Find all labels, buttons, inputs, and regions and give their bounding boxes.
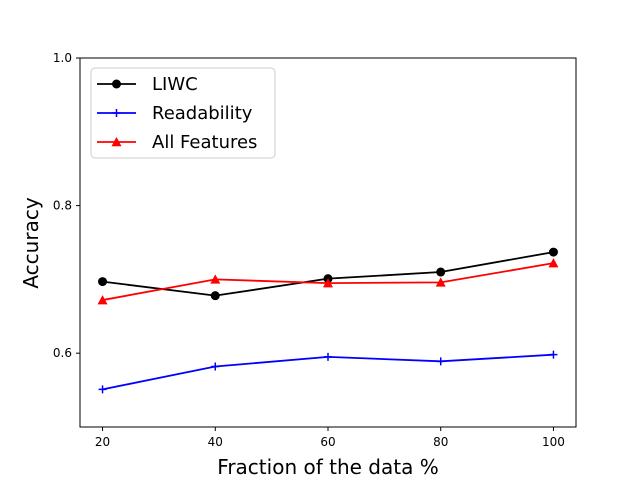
axes-layer: 20 40 60 80 100 0.6 0.8 1.0 — [53, 51, 565, 449]
x-axis-title: Fraction of the data % — [217, 455, 438, 479]
series-layer — [97, 247, 559, 394]
legend-label: Readability — [152, 103, 253, 124]
data-point — [549, 350, 558, 359]
legend: LIWC Readability All Features — [90, 67, 276, 159]
y-tick-label: 0.6 — [53, 346, 72, 360]
data-point — [210, 291, 220, 301]
data-point — [435, 277, 446, 287]
x-tick-label: 80 — [433, 435, 448, 449]
data-point — [323, 278, 333, 288]
y-tick-label: 0.8 — [53, 199, 72, 213]
data-point — [324, 352, 332, 361]
y-axis-title: Accuracy — [19, 197, 43, 288]
x-tick-label: 100 — [542, 435, 565, 449]
data-point — [548, 247, 558, 257]
data-point — [97, 295, 108, 305]
y-tick-label: 1.0 — [53, 51, 72, 65]
x-tick-label: 40 — [208, 435, 223, 449]
data-point — [211, 362, 220, 371]
data-point — [210, 274, 221, 284]
data-point — [98, 277, 108, 287]
series-all-features — [97, 258, 559, 305]
data-point — [548, 258, 559, 268]
legend-label: All Features — [152, 132, 257, 153]
legend-marker — [112, 109, 121, 117]
data-point — [98, 385, 107, 394]
legend-box — [90, 67, 276, 159]
legend-label: LIWC — [152, 74, 198, 95]
legend-item: LIWC — [97, 74, 198, 95]
legend-item: All Features — [97, 132, 257, 153]
legend-item: Readability — [97, 103, 253, 124]
data-point — [436, 357, 445, 366]
series-readability — [98, 350, 558, 394]
legend-marker — [111, 137, 122, 147]
data-point — [436, 267, 446, 277]
legend-marker — [112, 79, 121, 89]
x-tick-label: 60 — [320, 435, 335, 449]
x-tick-label: 20 — [95, 435, 110, 449]
